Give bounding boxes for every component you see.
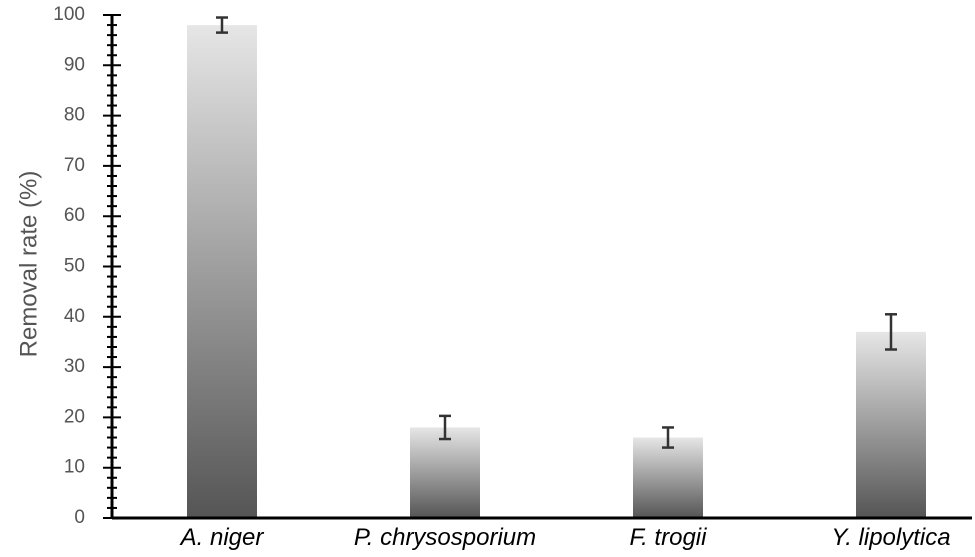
bar (410, 427, 480, 518)
y-tick-label: 100 (53, 4, 85, 25)
error-bars (216, 16, 897, 449)
x-tick-label: A. niger (179, 524, 265, 551)
x-tick-label: P. chrysosporium (354, 524, 536, 551)
bar (633, 437, 703, 518)
y-tick-label: 90 (64, 54, 85, 75)
y-tick-label: 80 (64, 105, 85, 126)
y-tick-label: 70 (64, 155, 85, 176)
y-tick-label: 50 (64, 256, 85, 277)
x-tick-label: F. trogii (630, 524, 708, 551)
y-tick-label: 30 (64, 356, 85, 377)
error-bar (439, 414, 451, 441)
x-tick-label: Y. lipolytica (831, 524, 950, 551)
error-bar (885, 313, 897, 351)
error-bar (662, 426, 674, 449)
bar (187, 25, 257, 519)
error-bar (216, 16, 228, 34)
y-tick-label: 40 (64, 306, 85, 327)
y-axis-title: Removal rate (%) (15, 171, 42, 358)
bar (856, 331, 926, 518)
y-tick-label: 0 (74, 507, 85, 528)
y-tick-label: 20 (64, 406, 85, 427)
y-tick-label: 60 (64, 205, 85, 226)
axes (103, 14, 972, 520)
labels: A. niger P. chrysosporium F. trogii Y. lipo… (53, 4, 950, 551)
y-tick-label: 10 (64, 457, 85, 478)
bars (187, 25, 926, 519)
